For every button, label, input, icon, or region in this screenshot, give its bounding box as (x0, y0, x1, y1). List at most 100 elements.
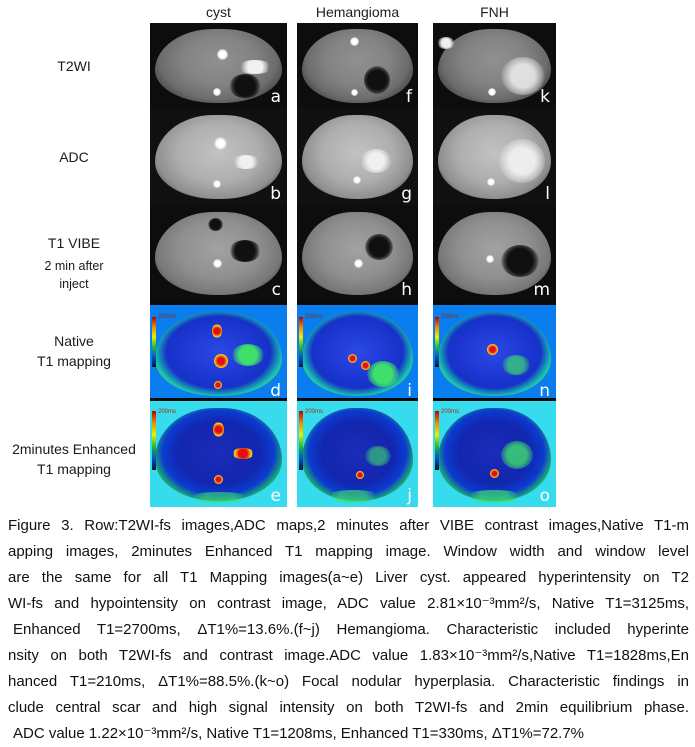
panel-g-adc-hemangioma: g (297, 108, 418, 205)
image-feature (232, 447, 255, 459)
column-header-fnh: FNH (480, 4, 509, 20)
image-feature (488, 87, 497, 96)
image-feature (347, 353, 357, 363)
image-feature (464, 490, 523, 504)
panel-o-enhanced-t1map-fnh: 200ms o (433, 398, 556, 507)
torso-shape (301, 408, 414, 501)
row-label-enhanced-t1-mapping: 2minutes Enhanced T1 mapping (0, 439, 148, 479)
image-feature (232, 343, 265, 366)
scale-label: 200ms (158, 314, 177, 320)
row-label-adc: ADC (0, 147, 148, 167)
image-feature (211, 324, 222, 339)
panel-letter: a (270, 87, 281, 107)
color-scale-bar (299, 316, 303, 368)
image-feature (207, 218, 223, 232)
color-scale-bar (152, 316, 156, 368)
image-feature (213, 179, 222, 188)
image-feature (500, 441, 533, 470)
panel-k-t2wi-fnh: k (433, 23, 556, 108)
panel-letter: f (406, 87, 412, 107)
image-feature (485, 254, 494, 263)
panel-letter: h (401, 280, 412, 300)
torso-shape (301, 311, 414, 397)
panel-l-adc-fnh: l (433, 108, 556, 205)
panel-letter: o (539, 486, 550, 506)
caption-line: Figure 3. Row:T2WI-fs images,ADC maps,2 … (8, 517, 689, 534)
column-header-hemangioma: Hemangioma (315, 4, 400, 20)
row-label-t2wi: T2WI (0, 56, 148, 76)
image-feature (229, 239, 262, 262)
panel-i-native-t1map-hemangioma: 200ms i (297, 301, 418, 402)
row-label-text: 2 min after (44, 259, 104, 273)
image-feature (229, 74, 262, 98)
panel-letter: g (401, 184, 412, 204)
image-feature (356, 470, 365, 479)
panel-n-native-t1map-fnh: 200ms n (433, 301, 556, 402)
scale-label: 200ms (305, 314, 324, 320)
row-label-text: 2minutes Enhanced (12, 441, 136, 457)
column-header-cyst: cyst (206, 4, 231, 20)
image-feature (367, 361, 400, 388)
image-feature (499, 139, 546, 184)
image-feature (353, 258, 363, 268)
panel-letter: l (545, 184, 550, 204)
panel-d-native-t1map-cyst: 200ms d (150, 301, 287, 402)
row-label-text: inject (59, 277, 89, 291)
figure-caption: Figure 3. Row:T2WI-fs images,ADC maps,2 … (8, 513, 689, 747)
panel-letter: i (407, 381, 412, 401)
color-scale-bar (435, 316, 439, 368)
torso-shape (301, 114, 414, 200)
panel-f-t2wi-hemangioma: f (297, 23, 418, 108)
image-feature (359, 148, 392, 173)
row-label-text: T1 mapping (37, 353, 111, 369)
image-feature (364, 233, 393, 260)
image-feature (213, 422, 225, 438)
caption-line: WI-fs and hypointensity on contrast imag… (8, 595, 689, 612)
image-feature (350, 36, 360, 46)
caption-line: clude central scar and high signal inten… (8, 699, 689, 716)
caption-line: nsity on both T2WI-fs and contrast image… (8, 647, 689, 664)
panel-letter: j (407, 486, 412, 506)
row-label-text: ADC (59, 149, 89, 165)
scale-label: 200ms (158, 409, 177, 415)
color-scale-bar (152, 410, 156, 470)
image-feature (351, 89, 359, 97)
row-label-text: Native (54, 333, 94, 349)
image-feature (363, 65, 390, 94)
image-feature (214, 137, 228, 151)
caption-line: apping images, 2minutes Enhanced T1 mapp… (8, 543, 689, 560)
image-feature (326, 490, 381, 504)
panel-letter: m (533, 280, 550, 300)
torso-shape (437, 408, 552, 501)
image-feature (487, 177, 496, 186)
image-feature (487, 343, 499, 355)
row-label-text: T1 VIBE (47, 235, 101, 251)
caption-line: ADC value 1.22×10⁻³mm²/s, Native T1=1208… (13, 725, 585, 742)
row-label-t1-vibe: T1 VIBE 2 min after inject (0, 233, 148, 293)
image-feature (213, 87, 222, 96)
color-scale-bar (299, 410, 303, 470)
panel-letter: b (270, 184, 281, 204)
image-feature (214, 475, 224, 485)
color-scale-bar (435, 410, 439, 470)
scale-label: 200ms (305, 409, 324, 415)
row-label-text: T2WI (57, 58, 91, 74)
panel-c-vibe-cyst: c (150, 205, 287, 301)
scale-label: 200ms (441, 409, 460, 415)
image-feature (501, 355, 530, 376)
panel-letter: n (539, 381, 550, 401)
image-feature (500, 245, 539, 278)
panel-letter: c (271, 280, 281, 300)
panel-b-adc-cyst: b (150, 108, 287, 205)
image-feature (217, 48, 229, 60)
caption-line: hanced T1=210ms, ΔT1%=88.5%.(k~o) Focal … (8, 673, 689, 690)
image-feature (214, 353, 229, 368)
image-feature (500, 57, 545, 95)
image-feature (213, 258, 223, 268)
image-feature (489, 468, 499, 478)
image-feature (364, 445, 391, 466)
panel-m-vibe-fnh: m (433, 205, 556, 301)
image-feature (436, 36, 455, 49)
image-feature (188, 492, 251, 504)
